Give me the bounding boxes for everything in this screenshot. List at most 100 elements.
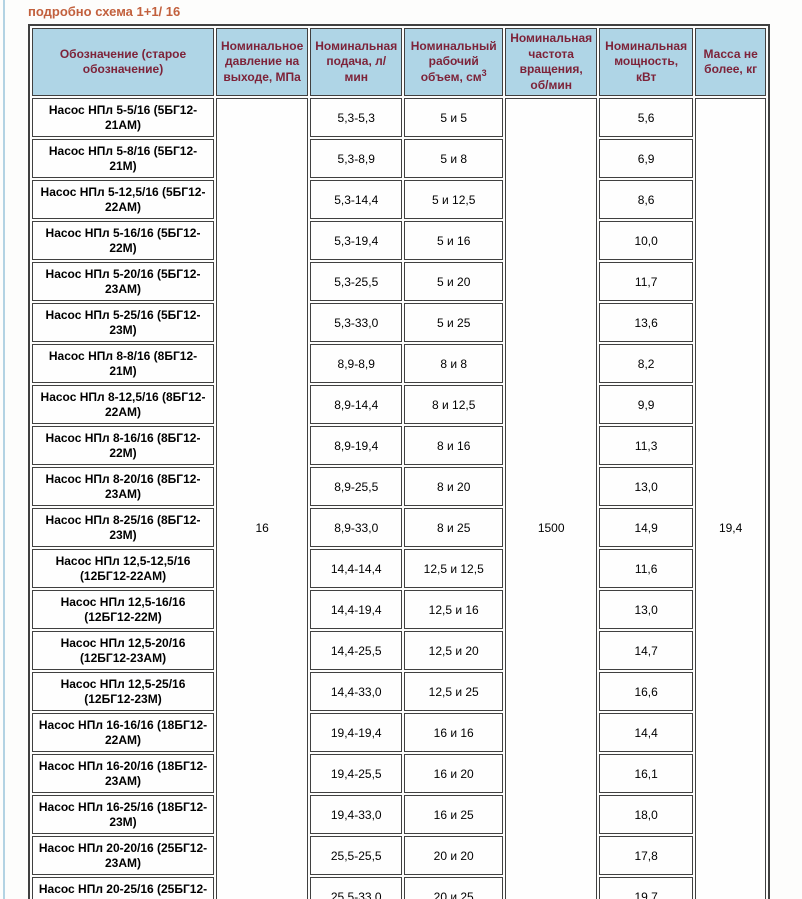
flow-cell: 25,5-25,5 xyxy=(310,836,403,876)
pump-designation-cell: Насос НПл 5-5/16 (5БГ12-21АМ) xyxy=(32,98,214,138)
volume-cell: 8 и 8 xyxy=(404,344,504,384)
table-row: Насос НПл 5-16/16 (5БГ12-22М) 5,3-19,4 5 и… xyxy=(32,221,766,261)
speed-merged-cell: 1500 xyxy=(505,98,598,899)
table-row: Насос НПл 8-20/16 (8БГ12-23АМ) 8,9-25,5 8 … xyxy=(32,467,766,507)
header-power: Номинальная мощность, кВт xyxy=(599,28,694,97)
header-row: Обозначение (старое обозначение) Номинал… xyxy=(32,28,767,97)
table-header: Обозначение (старое обозначение) Номинал… xyxy=(32,28,767,97)
header-speed: Номинальная частота вращения, об/мин xyxy=(505,28,598,97)
table-row: Насос НПл 5-12,5/16 (5БГ12-22АМ) 5,3-14,4… xyxy=(32,180,766,220)
power-cell: 6,9 xyxy=(599,139,694,179)
pump-designation-cell: Насос НПл 16-20/16 (18БГ12-23АМ) xyxy=(32,754,214,794)
header-volume: Номинальный рабочий объем, см3 xyxy=(404,28,504,97)
flow-cell: 14,4-19,4 xyxy=(310,590,403,630)
flow-cell: 5,3-8,9 xyxy=(310,139,403,179)
pump-designation-cell: Насос НПл 5-12,5/16 (5БГ12-22АМ) xyxy=(32,180,214,220)
power-cell: 5,6 xyxy=(599,98,694,138)
power-cell: 14,4 xyxy=(599,713,694,753)
table-row: Насос НПл 16-25/16 (18БГ12-23М) 19,4-33,0… xyxy=(32,795,766,835)
table-row: Насос НПл 8-16/16 (8БГ12-22М) 8,9-19,4 8 и… xyxy=(32,426,766,466)
flow-cell: 14,4-14,4 xyxy=(310,549,403,589)
power-cell: 14,9 xyxy=(599,508,694,548)
flow-cell: 19,4-25,5 xyxy=(310,754,403,794)
header-mass: Масса не более, кг xyxy=(695,28,767,97)
pump-designation-cell: Насос НПл 20-25/16 (25БГ12-23М) xyxy=(32,877,214,899)
volume-cell: 12,5 и 16 xyxy=(404,590,504,630)
pump-designation-cell: Насос НПл 16-25/16 (18БГ12-23М) xyxy=(32,795,214,835)
volume-cell: 8 и 20 xyxy=(404,467,504,507)
header-volume-text: Номинальный рабочий объем, см xyxy=(410,38,497,84)
power-cell: 13,0 xyxy=(599,467,694,507)
table-row: Насос НПл 12,5-12,5/16 (12БГ12-22АМ) 14,4… xyxy=(32,549,766,589)
pump-designation-cell: Насос НПл 8-25/16 (8БГ12-23М) xyxy=(32,508,214,548)
flow-cell: 8,9-14,4 xyxy=(310,385,403,425)
power-cell: 10,0 xyxy=(599,221,694,261)
volume-cell: 5 и 12,5 xyxy=(404,180,504,220)
flow-cell: 25,5-33,0 xyxy=(310,877,403,899)
header-pressure: Номинальное давление на выходе, МПа xyxy=(216,28,309,97)
flow-cell: 8,9-19,4 xyxy=(310,426,403,466)
pump-designation-cell: Насос НПл 12,5-25/16 (12БГ12-23М) xyxy=(32,672,214,712)
left-edge-stripe xyxy=(3,0,5,899)
pump-designation-cell: Насос НПл 5-20/16 (5БГ12-23АМ) xyxy=(32,262,214,302)
pump-designation-cell: Насос НПл 8-20/16 (8БГ12-23АМ) xyxy=(32,467,214,507)
content-area: подробно схема 1+1/ 16 Обозначение (стар… xyxy=(28,2,771,899)
volume-cell: 5 и 20 xyxy=(404,262,504,302)
flow-cell: 19,4-33,0 xyxy=(310,795,403,835)
flow-cell: 5,3-14,4 xyxy=(310,180,403,220)
table-row: Насос НПл 5-25/16 (5БГ12-23М) 5,3-33,0 5 и… xyxy=(32,303,766,343)
flow-cell: 19,4-19,4 xyxy=(310,713,403,753)
pump-designation-cell: Насос НПл 12,5-20/16 (12БГ12-23АМ) xyxy=(32,631,214,671)
power-cell: 11,7 xyxy=(599,262,694,302)
volume-cell: 8 и 25 xyxy=(404,508,504,548)
flow-cell: 5,3-25,5 xyxy=(310,262,403,302)
table-row: Насос НПл 16-16/16 (18БГ12-22АМ) 19,4-19,… xyxy=(32,713,766,753)
volume-cell: 5 и 8 xyxy=(404,139,504,179)
pump-spec-table: Обозначение (старое обозначение) Номинал… xyxy=(28,24,771,899)
pump-designation-cell: Насос НПл 5-8/16 (5БГ12-21М) xyxy=(32,139,214,179)
table-row: Насос НПл 12,5-25/16 (12БГ12-23М) 14,4-33… xyxy=(32,672,766,712)
table-row: Насос НПл 12,5-20/16 (12БГ12-23АМ) 14,4-2… xyxy=(32,631,766,671)
volume-cell: 16 и 16 xyxy=(404,713,504,753)
header-flow: Номинальная подача, л/ мин xyxy=(310,28,403,97)
power-cell: 8,2 xyxy=(599,344,694,384)
volume-cell: 8 и 12,5 xyxy=(404,385,504,425)
pressure-merged-cell: 16 xyxy=(216,98,309,899)
power-cell: 13,6 xyxy=(599,303,694,343)
pump-designation-cell: Насос НПл 12,5-12,5/16 (12БГ12-22АМ) xyxy=(32,549,214,589)
flow-cell: 14,4-25,5 xyxy=(310,631,403,671)
volume-cell: 5 и 16 xyxy=(404,221,504,261)
power-cell: 16,1 xyxy=(599,754,694,794)
table-row: Насос НПл 5-8/16 (5БГ12-21М) 5,3-8,9 5 и 8… xyxy=(32,139,766,179)
flow-cell: 5,3-33,0 xyxy=(310,303,403,343)
table-row: Насос НПл 8-25/16 (8БГ12-23М) 8,9-33,0 8 и… xyxy=(32,508,766,548)
volume-cell: 16 и 20 xyxy=(404,754,504,794)
power-cell: 16,6 xyxy=(599,672,694,712)
table-row: Насос НПл 20-20/16 (25БГ12-23АМ) 25,5-25,… xyxy=(32,836,766,876)
table-row: Насос НПл 12,5-16/16 (12БГ12-22М) 14,4-19… xyxy=(32,590,766,630)
pump-designation-cell: Насос НПл 16-16/16 (18БГ12-22АМ) xyxy=(32,713,214,753)
pump-designation-cell: Насос НПл 12,5-16/16 (12БГ12-22М) xyxy=(32,590,214,630)
pump-designation-cell: Насос НПл 5-25/16 (5БГ12-23М) xyxy=(32,303,214,343)
table-row: Насос НПл 5-20/16 (5БГ12-23АМ) 5,3-25,5 5 … xyxy=(32,262,766,302)
pump-designation-cell: Насос НПл 5-16/16 (5БГ12-22М) xyxy=(32,221,214,261)
power-cell: 8,6 xyxy=(599,180,694,220)
power-cell: 13,0 xyxy=(599,590,694,630)
pump-table-body: Насос НПл 5-5/16 (5БГ12-21АМ) 16 5,3-5,3 5 … xyxy=(32,98,767,899)
power-cell: 18,0 xyxy=(599,795,694,835)
volume-cell: 5 и 25 xyxy=(404,303,504,343)
volume-cell: 20 и 20 xyxy=(404,836,504,876)
table-row: Насос НПл 5-5/16 (5БГ12-21АМ) 16 5,3-5,3 5 … xyxy=(32,98,767,899)
header-designation: Обозначение (старое обозначение) xyxy=(32,28,214,97)
volume-cell: 8 и 16 xyxy=(404,426,504,466)
power-cell: 19,7 xyxy=(599,877,694,899)
flow-cell: 5,3-19,4 xyxy=(310,221,403,261)
volume-cell: 20 и 25 xyxy=(404,877,504,899)
flow-cell: 8,9-25,5 xyxy=(310,467,403,507)
table-row: Насос НПл 8-12,5/16 (8БГ12-22АМ) 8,9-14,4… xyxy=(32,385,766,425)
volume-cell: 16 и 25 xyxy=(404,795,504,835)
pump-designation-cell: Насос НПл 8-8/16 (8БГ12-21М) xyxy=(32,344,214,384)
power-cell: 14,7 xyxy=(599,631,694,671)
scheme-details-link[interactable]: подробно схема 1+1/ 16 xyxy=(28,4,181,19)
